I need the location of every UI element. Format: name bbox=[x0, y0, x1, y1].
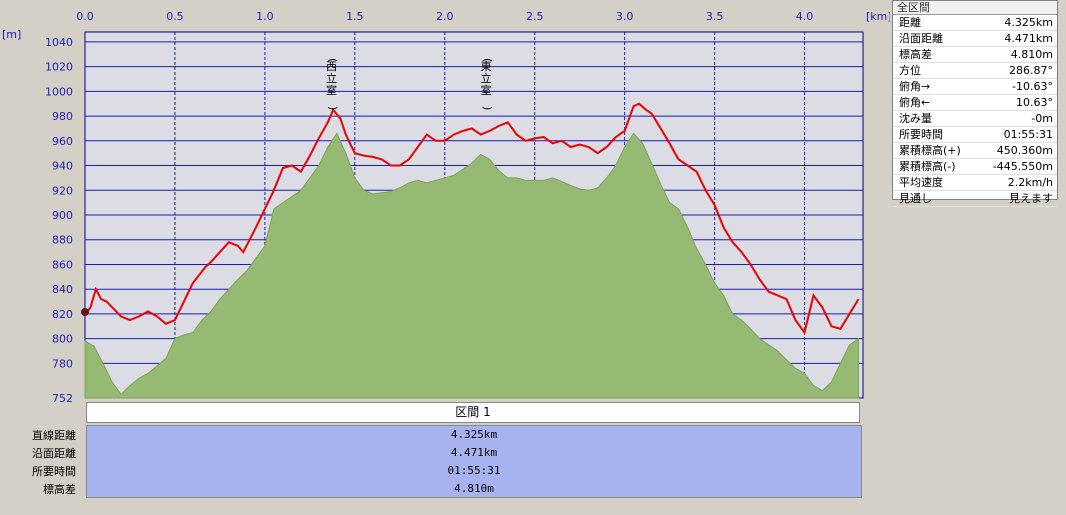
y-tick-label: 800 bbox=[52, 333, 73, 346]
y-axis-ticks: 1040 1020 1000 980 960 940 920 900 880 860 840 820 8… bbox=[45, 36, 73, 405]
segment-header[interactable]: 区間 1 bbox=[86, 402, 860, 423]
segment-label: 沿面距離 bbox=[32, 447, 76, 460]
stat-row: 沿面距離 4.471km bbox=[893, 31, 1057, 47]
y-tick-label: 900 bbox=[52, 209, 73, 222]
stat-label: 平均速度 bbox=[899, 176, 943, 189]
segment-value: 01:55:31 bbox=[447, 464, 501, 477]
stat-row: 所要時間 01:55:31 bbox=[893, 127, 1057, 143]
y-tick-label: 820 bbox=[52, 308, 73, 321]
y-tick-label: 1040 bbox=[45, 36, 73, 49]
stat-row: 累積標高(+) 450.360m bbox=[893, 143, 1057, 159]
segment-label: 所要時間 bbox=[32, 465, 76, 478]
stat-label: 累積標高(-) bbox=[899, 160, 956, 173]
stat-row: 距離 4.325km bbox=[893, 15, 1057, 31]
route-profile-layer bbox=[84, 102, 860, 335]
x-tick-label: 3.5 bbox=[706, 10, 724, 23]
stat-label: 累積標高(+) bbox=[899, 144, 961, 157]
stats-panel-title: 全区間 bbox=[893, 1, 1057, 15]
stat-row: 方位 286.87° bbox=[893, 63, 1057, 79]
segment-labels: 直線距離沿面距離所要時間標高差 bbox=[0, 427, 76, 499]
stat-row: 累積標高(-) -445.550m bbox=[893, 159, 1057, 175]
x-tick-label: 0.0 bbox=[76, 10, 94, 23]
stat-value: 4.471km bbox=[1004, 32, 1053, 45]
stat-value: 10.63° bbox=[1016, 96, 1053, 109]
stat-label: 見通し bbox=[899, 192, 932, 205]
stat-row: 標高差 4.810m bbox=[893, 47, 1057, 63]
stat-label: 沿面距離 bbox=[899, 32, 943, 45]
y-tick-label: 780 bbox=[52, 357, 73, 370]
y-unit-label: [m] bbox=[2, 28, 21, 41]
stat-label: 沈み量 bbox=[899, 112, 932, 125]
stat-row: 見通し 見えます bbox=[893, 191, 1057, 207]
ground-profile-layer bbox=[84, 132, 860, 399]
x-axis-ticks: 0.0 0.5 1.0 1.5 2.0 2.5 3.0 3.5 4.0 bbox=[76, 10, 813, 23]
stat-value: -0m bbox=[1031, 112, 1053, 125]
x-unit-label: [km] bbox=[866, 10, 890, 23]
stat-value: 450.360m bbox=[996, 144, 1053, 157]
x-tick-label: 2.0 bbox=[436, 10, 454, 23]
x-tick-label: 3.0 bbox=[616, 10, 634, 23]
x-tick-label: 1.0 bbox=[256, 10, 274, 23]
y-tick-label: 1000 bbox=[45, 85, 73, 98]
x-tick-label: 4.0 bbox=[796, 10, 814, 23]
stat-row: 俯角→ -10.63° bbox=[893, 79, 1057, 95]
stat-label: 標高差 bbox=[899, 48, 932, 61]
stat-value: 見えます bbox=[1009, 192, 1053, 205]
stat-label: 方位 bbox=[899, 64, 921, 77]
y-tick-label: 880 bbox=[52, 234, 73, 247]
y-tick-label: 920 bbox=[52, 184, 73, 197]
segment-value: 4.325km bbox=[450, 428, 498, 441]
y-tick-label: 1020 bbox=[45, 61, 73, 74]
elevation-profile-chart: 0.0 0.5 1.0 1.5 2.0 2.5 3.0 3.5 4.0 1040 1020 1000… bbox=[2, 10, 890, 405]
stats-rows: 距離 4.325km 沿面距離 4.471km 標高差 4.810m 方位 286.87° 俯角… bbox=[893, 15, 1057, 207]
stat-value: 2.2km/h bbox=[1007, 176, 1053, 189]
stat-row: 沈み量 -0m bbox=[893, 111, 1057, 127]
route-line bbox=[84, 102, 860, 335]
x-tick-label: 1.5 bbox=[346, 10, 364, 23]
peak-label: (西立室) bbox=[326, 58, 339, 110]
segment-value: 4.471km bbox=[450, 446, 498, 459]
start-marker bbox=[81, 308, 89, 316]
stat-value: 01:55:31 bbox=[1003, 128, 1053, 141]
stat-value: 4.325km bbox=[1004, 16, 1053, 29]
stat-label: 所要時間 bbox=[899, 128, 943, 141]
y-tick-label: 960 bbox=[52, 135, 73, 148]
y-tick-label: 860 bbox=[52, 258, 73, 271]
stat-label: 俯角← bbox=[899, 96, 931, 109]
stat-value: -445.550m bbox=[992, 160, 1053, 173]
stat-value: 4.810m bbox=[1010, 48, 1053, 61]
x-tick-label: 0.5 bbox=[166, 10, 184, 23]
stat-label: 距離 bbox=[899, 16, 921, 29]
y-tick-label: 940 bbox=[52, 160, 73, 173]
ground-area bbox=[84, 132, 860, 399]
y-tick-label: 980 bbox=[52, 110, 73, 123]
segment-values: 4.325km 4.471km 01:55:31 4.810m bbox=[86, 425, 862, 498]
stats-panel: 全区間 距離 4.325km 沿面距離 4.471km 標高差 4.810m 方位 286.8… bbox=[892, 0, 1058, 207]
segment-value: 4.810m bbox=[454, 482, 494, 495]
y-tick-label: 752 bbox=[52, 392, 73, 405]
stat-label: 俯角→ bbox=[899, 80, 931, 93]
y-tick-label: 840 bbox=[52, 283, 73, 296]
peak-label: (東立室) bbox=[481, 58, 494, 110]
segment-label: 直線距離 bbox=[32, 429, 76, 442]
stat-row: 俯角← 10.63° bbox=[893, 95, 1057, 111]
x-tick-label: 2.5 bbox=[526, 10, 544, 23]
stat-row: 平均速度 2.2km/h bbox=[893, 175, 1057, 191]
stat-value: 286.87° bbox=[1009, 64, 1053, 77]
stat-value: -10.63° bbox=[1012, 80, 1053, 93]
segment-label: 標高差 bbox=[43, 483, 76, 496]
annotations: (西立室) (東立室) bbox=[326, 58, 494, 110]
